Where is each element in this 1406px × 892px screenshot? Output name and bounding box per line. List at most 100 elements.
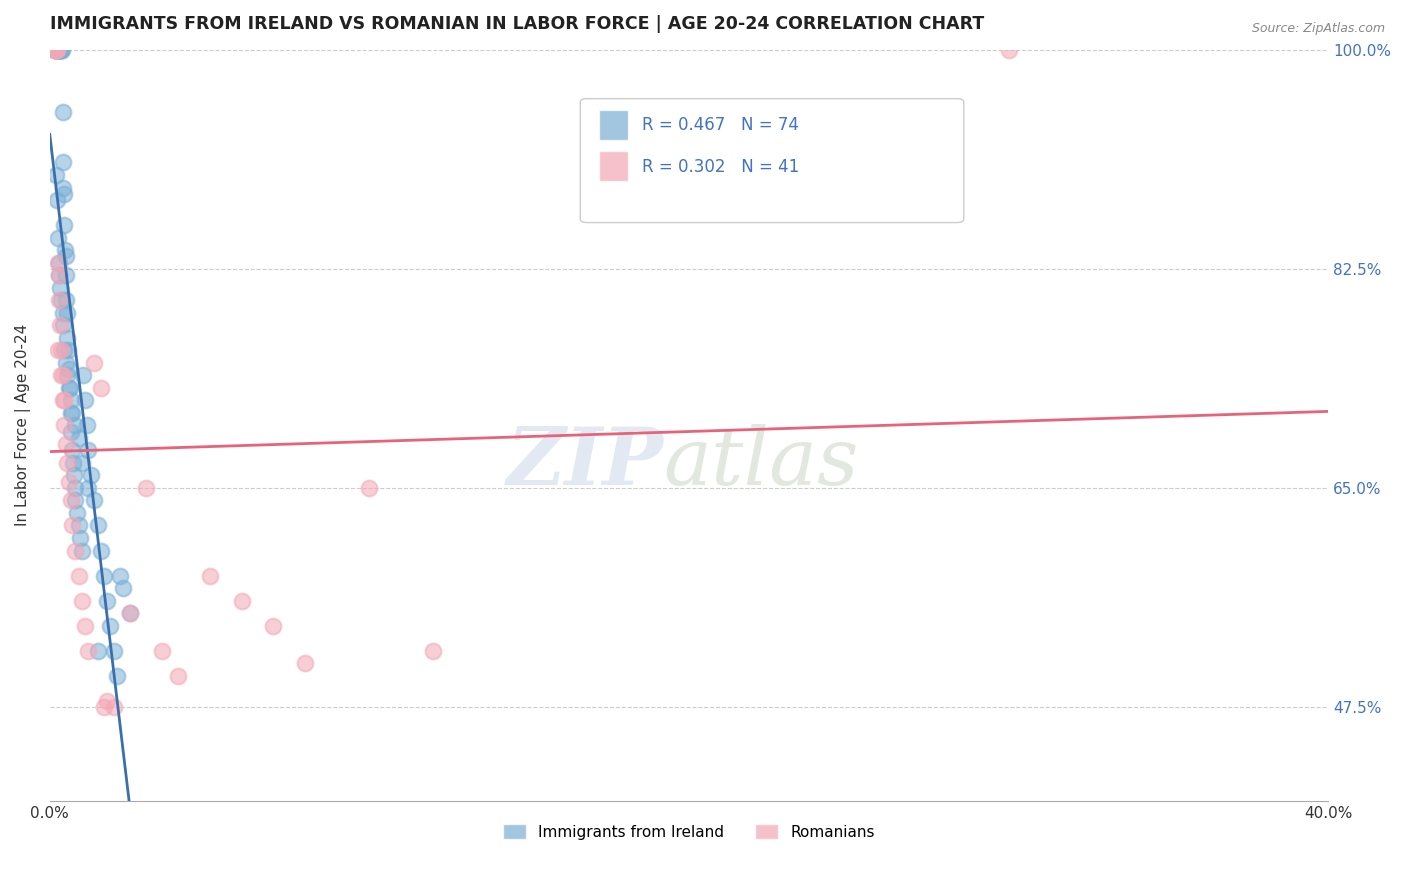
Point bbox=[60, 443, 83, 458]
Point bbox=[90, 381, 112, 395]
Point bbox=[45, 168, 67, 182]
Point bbox=[105, 669, 128, 683]
Point bbox=[46, 255, 69, 269]
Point bbox=[44, 43, 66, 57]
Point bbox=[53, 343, 76, 358]
Point bbox=[55, 356, 77, 370]
Point bbox=[52, 318, 75, 333]
Point bbox=[65, 493, 87, 508]
Point bbox=[135, 481, 157, 495]
Point bbox=[103, 643, 125, 657]
Point bbox=[166, 669, 188, 683]
Point bbox=[45, 43, 67, 57]
Point bbox=[51, 105, 73, 120]
Point bbox=[62, 456, 84, 470]
Point bbox=[52, 180, 75, 194]
Point bbox=[56, 306, 79, 320]
Point bbox=[231, 593, 253, 607]
Point bbox=[55, 437, 77, 451]
Bar bbox=[599, 152, 627, 181]
Point bbox=[86, 643, 108, 657]
Point bbox=[96, 694, 118, 708]
Point bbox=[59, 393, 82, 408]
Point bbox=[49, 43, 72, 57]
Text: Source: ZipAtlas.com: Source: ZipAtlas.com bbox=[1251, 22, 1385, 36]
Point bbox=[46, 43, 69, 57]
Point bbox=[100, 618, 122, 632]
Point bbox=[51, 368, 73, 383]
Point bbox=[112, 581, 135, 595]
Point bbox=[53, 186, 76, 201]
Point bbox=[56, 331, 79, 345]
Point bbox=[45, 43, 67, 57]
Point bbox=[59, 493, 82, 508]
Point bbox=[65, 543, 87, 558]
Point bbox=[49, 318, 72, 333]
Point bbox=[69, 531, 91, 545]
Point bbox=[83, 356, 105, 370]
Text: R = 0.467   N = 74: R = 0.467 N = 74 bbox=[641, 116, 799, 134]
Point bbox=[46, 343, 69, 358]
Point bbox=[45, 43, 67, 57]
Point bbox=[44, 43, 66, 57]
Point bbox=[56, 368, 79, 383]
Point bbox=[77, 481, 100, 495]
Y-axis label: In Labor Force | Age 20-24: In Labor Force | Age 20-24 bbox=[15, 324, 31, 526]
Point bbox=[83, 493, 105, 508]
Point bbox=[48, 293, 70, 308]
Point bbox=[58, 475, 80, 489]
Point bbox=[72, 368, 94, 383]
Point bbox=[58, 343, 80, 358]
Point bbox=[198, 568, 221, 582]
Point bbox=[70, 456, 93, 470]
Point bbox=[77, 443, 100, 458]
Point bbox=[48, 268, 70, 282]
Point bbox=[90, 543, 112, 558]
Point bbox=[65, 418, 87, 433]
Point bbox=[53, 393, 76, 408]
Point bbox=[48, 43, 70, 57]
Point bbox=[359, 481, 381, 495]
Point bbox=[294, 656, 316, 670]
Point bbox=[51, 155, 73, 169]
Point bbox=[62, 468, 84, 483]
Text: ZIP: ZIP bbox=[506, 425, 664, 501]
Point bbox=[118, 606, 141, 620]
Legend: Immigrants from Ireland, Romanians: Immigrants from Ireland, Romanians bbox=[498, 818, 880, 846]
Point bbox=[51, 293, 73, 308]
Point bbox=[422, 643, 444, 657]
Point bbox=[46, 43, 69, 57]
Bar bbox=[599, 110, 627, 140]
Point bbox=[49, 43, 72, 57]
Point bbox=[96, 593, 118, 607]
Point bbox=[59, 406, 82, 420]
Point bbox=[56, 456, 79, 470]
Point bbox=[44, 43, 66, 57]
Text: R = 0.302   N = 41: R = 0.302 N = 41 bbox=[641, 158, 799, 176]
Text: atlas: atlas bbox=[664, 425, 859, 501]
Point bbox=[55, 268, 77, 282]
Point bbox=[263, 618, 285, 632]
Point bbox=[60, 518, 83, 533]
Point bbox=[150, 643, 173, 657]
Point bbox=[55, 249, 77, 263]
Point bbox=[53, 418, 76, 433]
Point bbox=[997, 43, 1019, 57]
Point bbox=[73, 618, 96, 632]
Point bbox=[93, 568, 115, 582]
Point bbox=[55, 293, 77, 308]
Point bbox=[70, 593, 93, 607]
Point bbox=[108, 568, 131, 582]
Text: IMMIGRANTS FROM IRELAND VS ROMANIAN IN LABOR FORCE | AGE 20-24 CORRELATION CHART: IMMIGRANTS FROM IRELAND VS ROMANIAN IN L… bbox=[49, 15, 984, 33]
Point bbox=[49, 43, 72, 57]
Point bbox=[67, 518, 90, 533]
Point bbox=[49, 368, 72, 383]
Point bbox=[48, 268, 70, 282]
Point bbox=[63, 481, 86, 495]
Point bbox=[93, 700, 115, 714]
Point bbox=[60, 406, 83, 420]
Point bbox=[52, 393, 75, 408]
Point bbox=[73, 393, 96, 408]
Point bbox=[58, 381, 80, 395]
Point bbox=[70, 543, 93, 558]
